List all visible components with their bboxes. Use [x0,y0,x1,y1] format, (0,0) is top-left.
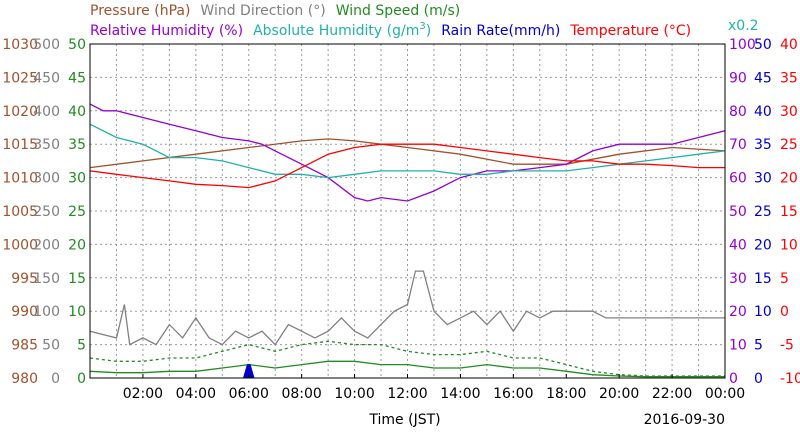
legend-entry: Wind Direction (°) [200,3,325,19]
y-tick-label-wind-speed: 45 [68,70,86,86]
y-tick-label-relative-humidity: 100 [729,37,756,53]
x-tick-label: 08:00 [281,386,321,402]
y-tick-label-rain-rate: 20 [754,237,772,253]
y-tick-label-rain-rate: 25 [754,204,772,220]
y-tick-label-wind-direction: 50 [42,338,60,354]
y-tick-label-rain-rate: 15 [754,271,772,287]
x-tick-label: 18:00 [546,386,586,402]
y-tick-label-temperature: 5 [780,271,789,287]
x-tick-label: 04:00 [176,386,216,402]
legend: Pressure (hPa) Wind Direction (°) Wind Spe… [90,3,691,39]
x-tick-label: 22:00 [652,386,692,402]
y-tick-label-pressure: 1000 [2,237,38,253]
x-tick-label: 20:00 [599,386,639,402]
y-tick-label-rain-rate: 45 [754,70,772,86]
y-tick-label-rain-rate: 10 [754,304,772,320]
y-tick-label-relative-humidity: 50 [729,204,747,220]
legend-entry: Pressure (hPa) [90,3,190,19]
y-tick-label-relative-humidity: 20 [729,304,747,320]
y-tick-label-rain-rate: 30 [754,171,772,187]
y-tick-label-temperature: -5 [780,338,794,354]
y-tick-label-relative-humidity: 30 [729,271,747,287]
y-tick-label-wind-speed: 30 [68,171,86,187]
x-tick-label: 00:00 [705,386,745,402]
y-tick-label-relative-humidity: 40 [729,237,747,253]
legend-entry: Wind Speed (m/s) [336,3,461,19]
x-tick-label: 06:00 [229,386,269,402]
y-tick-label-temperature: 0 [780,304,789,320]
legend-close: ) [426,23,431,39]
legend-superscript: 3 [419,21,425,32]
y-tick-label-temperature: 25 [780,137,798,153]
legend-entry: Absolute Humidity (g/m3) [253,21,431,39]
y-tick-label-wind-direction: 100 [33,304,60,320]
y-tick-label-temperature: 20 [780,171,798,187]
x-tick-label: 02:00 [123,386,163,402]
y-tick-label-wind-direction: 500 [33,37,60,53]
y-tick-label-wind-speed: 25 [68,204,86,220]
y-tick-label-wind-speed: 50 [68,37,86,53]
y-tick-label-wind-speed: 40 [68,104,86,120]
y-tick-label-wind-speed: 0 [77,371,86,387]
y-tick-label-wind-direction: 350 [33,137,60,153]
y-tick-label-temperature: 15 [780,204,798,220]
y-tick-label-wind-speed: 10 [68,304,86,320]
x-tick-label: 16:00 [493,386,533,402]
y-tick-label-pressure: 980 [11,371,38,387]
abs-humidity-scale-label: x0.2 [728,18,759,34]
x-tick-label: 10:00 [334,386,374,402]
y-tick-label-wind-speed: 15 [68,271,86,287]
y-tick-label-relative-humidity: 0 [729,371,738,387]
y-tick-label-pressure: 1025 [2,70,38,86]
y-tick-label-temperature: 35 [780,70,798,86]
legend-entry: Relative Humidity (%) [90,23,243,39]
y-tick-label-wind-direction: 200 [33,237,60,253]
y-tick-label-rain-rate: 0 [754,371,763,387]
y-tick-label-pressure: 1010 [2,171,38,187]
y-tick-label-temperature: 10 [780,237,798,253]
y-tick-label-pressure: 1020 [2,104,38,120]
series-relative-humidity [89,103,726,202]
y-tick-label-wind-direction: 250 [33,204,60,220]
y-tick-label-relative-humidity: 60 [729,171,747,187]
y-tick-label-relative-humidity: 80 [729,104,747,120]
x-axis-label: Time (JST) [368,412,440,428]
y-tick-label-wind-direction: 450 [33,70,60,86]
grid-lines [90,44,725,378]
legend-entry: Rain Rate(mm/h) [441,23,560,39]
y-tick-label-pressure: 995 [11,271,38,287]
y-tick-label-wind-speed: 35 [68,137,86,153]
y-tick-label-pressure: 1015 [2,137,38,153]
series-temperature [89,143,725,189]
y-tick-label-pressure: 990 [11,304,38,320]
y-tick-label-wind-direction: 150 [33,271,60,287]
y-tick-label-relative-humidity: 70 [729,137,747,153]
x-tick-label: 12:00 [387,386,427,402]
legend-entry: Temperature (°C) [569,23,691,39]
y-tick-label-temperature: 30 [780,104,798,120]
y-tick-label-pressure: 1005 [2,204,38,220]
y-tick-label-relative-humidity: 10 [729,338,747,354]
y-tick-label-wind-speed: 5 [77,338,86,354]
y-tick-label-relative-humidity: 90 [729,70,747,86]
y-tick-label-rain-rate: 35 [754,137,772,153]
y-tick-label-rain-rate: 5 [754,338,763,354]
y-tick-label-pressure: 985 [11,338,38,354]
series-wind-direction [89,270,725,346]
y-tick-label-wind-direction: 300 [33,171,60,187]
y-tick-label-temperature: 40 [780,37,798,53]
y-tick-label-rain-rate: 50 [754,37,772,53]
axes-layer: 02:00 04:00 06:00 08:00 10:00 12:00 14:00 16:00… [2,18,800,402]
y-tick-label-wind-direction: 0 [51,371,60,387]
y-tick-label-temperature: -10 [780,371,800,387]
date-label: 2016-09-30 [644,412,725,428]
x-tick-label: 14:00 [440,386,480,402]
y-tick-label-wind-direction: 400 [33,104,60,120]
y-tick-label-pressure: 1030 [2,37,38,53]
y-tick-label-rain-rate: 40 [754,104,772,120]
y-tick-label-wind-speed: 20 [68,237,86,253]
